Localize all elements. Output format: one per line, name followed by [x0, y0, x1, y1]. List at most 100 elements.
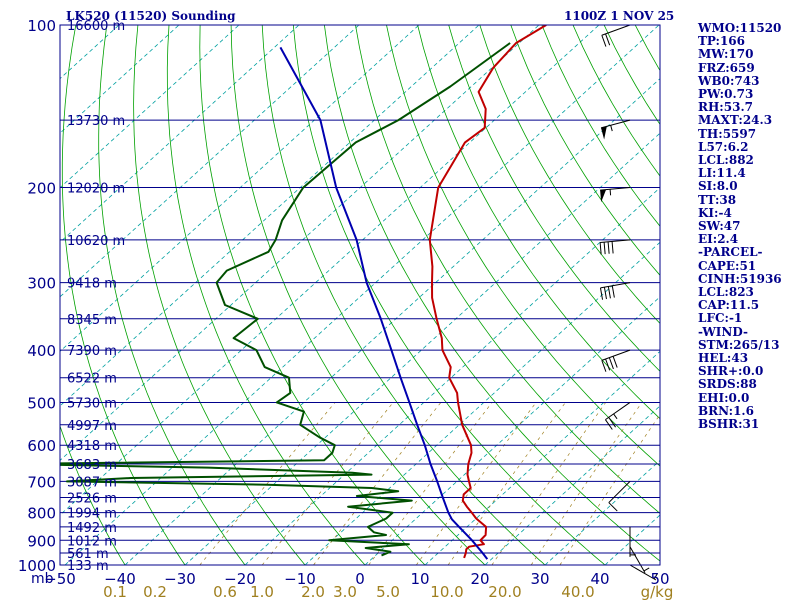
pressure-tick-label: 700 [27, 473, 56, 491]
isotherm-line [64, 25, 660, 565]
dry-adiabat-line [98, 25, 246, 565]
isotherm-line [364, 296, 660, 565]
height-label: 7390 m [67, 344, 117, 359]
wind-barb [608, 480, 631, 512]
index-item: LCL:882 [698, 153, 754, 168]
index-item: MW:170 [698, 47, 754, 62]
temperature-tick-label: 0 [355, 570, 365, 588]
temperature-profile-line [428, 25, 547, 559]
index-item: L57:6.2 [698, 139, 749, 154]
wind-barb [605, 402, 631, 430]
mixing-ratio-tick-label: 5.0 [376, 583, 400, 600]
isotherm-line [60, 25, 540, 461]
pressure-tick-label: 800 [27, 505, 56, 523]
parcel-profile-line [279, 46, 489, 560]
height-label: 16600 m [67, 19, 125, 34]
temperature-tick-label: 50 [650, 570, 669, 588]
index-item: -PARCEL- [698, 245, 763, 260]
index-item: HEL:43 [698, 351, 749, 366]
dry-adiabat-line [510, 25, 660, 276]
index-item: PW:0.73 [698, 87, 754, 102]
height-label: 1012 m [67, 534, 117, 549]
mixing-ratio-line [447, 402, 566, 565]
mixing-ratio-line [416, 402, 537, 565]
index-item: CAP:11.5 [698, 298, 760, 313]
wind-barb [601, 349, 631, 372]
dry-adiabat-line [417, 25, 660, 420]
isotherm-line [60, 25, 300, 243]
mixing-ratio-tick-label: 40.0 [561, 583, 594, 600]
wind-barb [629, 546, 650, 573]
index-item: KI:-4 [698, 205, 732, 220]
index-item: LCL:823 [698, 285, 754, 300]
index-item: CAPE:51 [698, 258, 757, 273]
isotherm-line [60, 25, 480, 407]
dry-adiabat-line [292, 25, 606, 565]
index-item: LFC:-1 [698, 311, 743, 326]
height-label: 1994 m [67, 507, 117, 522]
isotherm-line [60, 25, 360, 298]
dry-adiabat-line [386, 25, 660, 467]
height-label: 10620 m [67, 234, 125, 249]
pressure-tick-label: 900 [27, 532, 56, 550]
plot-frame [59, 24, 661, 566]
index-item: SI:8.0 [698, 179, 738, 194]
height-label: 2526 m [67, 492, 117, 507]
dry-adiabat-line [199, 25, 426, 565]
index-item: WMO:11520 [698, 21, 782, 35]
temperature-tick-label: −20 [224, 570, 256, 588]
wind-barb [599, 282, 631, 300]
dry-adiabat-line [448, 25, 660, 372]
mixing-ratio-tick-label: 0.1 [103, 583, 127, 600]
wind-barb [601, 24, 631, 47]
isotherm-line [124, 78, 660, 565]
dry-adiabat-line [61, 25, 186, 565]
height-label: 8345 m [67, 313, 117, 328]
index-item: SRDS:88 [698, 377, 757, 392]
index-item: LI:11.4 [698, 166, 746, 181]
mixing-ratio-line [491, 402, 606, 565]
temperature-tick-label: 20 [470, 570, 489, 588]
height-label: 3683 m [67, 458, 117, 473]
index-item: RH:53.7 [698, 100, 753, 115]
isotherm-line [60, 25, 600, 516]
temperature-tick-label: −30 [164, 570, 196, 588]
pressure-tick-label: 200 [27, 180, 56, 198]
index-item: STM:265/13 [698, 337, 780, 352]
temperature-tick-label: −10 [284, 570, 316, 588]
height-label: 12020 m [67, 182, 125, 197]
isotherm-line [60, 25, 240, 189]
height-label: 6522 m [67, 372, 117, 387]
temperature-tick-label: 40 [590, 570, 609, 588]
wind-barb [600, 119, 631, 140]
index-item: CINH:51936 [698, 271, 782, 286]
index-item: MAXT:24.3 [698, 113, 773, 128]
height-label: 133 m [67, 559, 109, 574]
pressure-tick-label: 500 [27, 394, 56, 412]
dry-adiabat-line [60, 424, 126, 565]
height-label: 5730 m [67, 396, 117, 411]
index-item: SW:47 [698, 219, 741, 234]
isotherm-line [60, 25, 420, 352]
index-item: BSHR:31 [698, 417, 760, 432]
mixing-ratio-tick-label: 2.0 [301, 583, 325, 600]
mixing-ratio-tick-label: 1.0 [250, 583, 274, 600]
height-label: 9418 m [67, 277, 117, 292]
pressure-tick-label: 600 [27, 437, 56, 455]
temperature-tick-label: 30 [530, 570, 549, 588]
mixing-ratio-tick-label: g/kg [641, 583, 674, 600]
pressure-tick-label: 300 [27, 275, 56, 293]
mixing-ratio-tick-label: 0.2 [143, 583, 167, 600]
temperature-tick-label: −50 [44, 570, 76, 588]
dry-adiabat-line [324, 25, 660, 562]
index-item: TH:5597 [698, 126, 757, 141]
isotherm-line [484, 405, 660, 565]
height-label: 13730 m [67, 114, 125, 129]
index-item: BRN:1.6 [698, 403, 754, 418]
isotherm-line [544, 459, 660, 565]
wind-barb [599, 239, 631, 255]
isotherm-line [60, 25, 180, 134]
height-label: 4997 m [67, 419, 117, 434]
index-item: TT:38 [698, 192, 737, 207]
